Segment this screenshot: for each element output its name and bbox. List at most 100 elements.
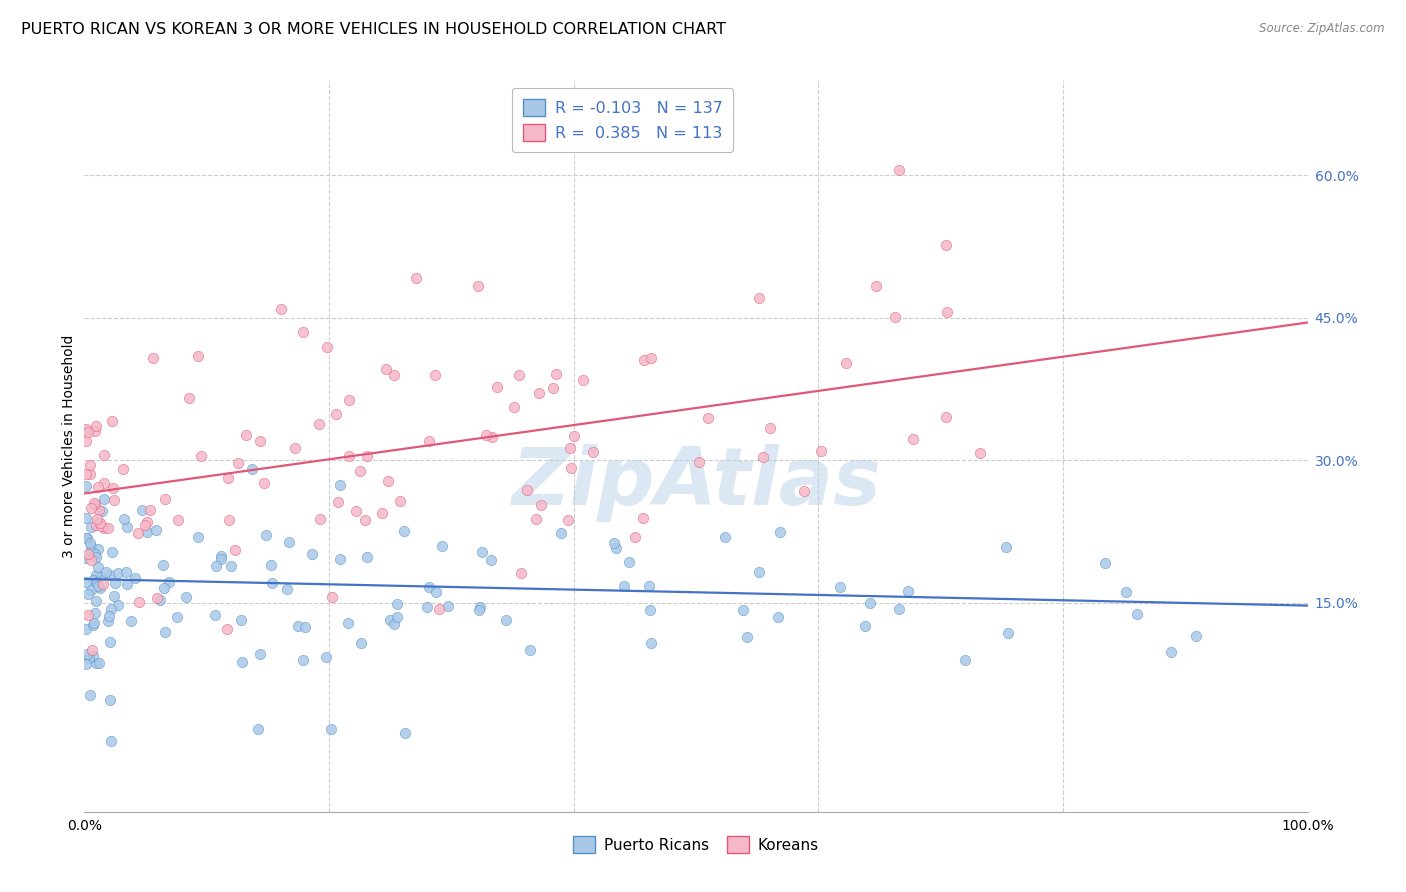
Point (562, 429, 585, 443)
Point (748, 565, 770, 579)
Point (205, 558, 228, 573)
Point (350, 636, 373, 650)
Point (107, 566, 129, 581)
Point (344, 504, 367, 518)
Legend: Puerto Ricans, Koreans: Puerto Ricans, Koreans (567, 830, 825, 859)
Point (337, 449, 360, 463)
Point (75, 531, 97, 545)
Point (83, 497, 105, 511)
Point (90, 504, 112, 518)
Point (714, 530, 737, 544)
Point (321, 590, 343, 604)
Point (166, 609, 188, 624)
Point (98, 634, 121, 648)
Point (249, 434, 271, 448)
Point (309, 512, 332, 526)
Point (75, 434, 97, 448)
Point (76, 531, 98, 545)
Point (697, 410, 720, 425)
Point (260, 558, 283, 572)
Point (602, 536, 624, 550)
Point (82, 648, 104, 663)
Point (86, 512, 108, 526)
Point (177, 392, 200, 406)
Point (79, 467, 101, 481)
Point (80, 520, 103, 534)
Point (219, 558, 242, 573)
Point (884, 310, 907, 324)
Point (90, 519, 112, 533)
Point (77, 651, 100, 665)
Point (101, 481, 124, 495)
Point (375, 361, 398, 376)
Point (98, 568, 121, 582)
Point (935, 409, 957, 424)
Point (427, 602, 450, 616)
Point (329, 552, 352, 566)
Point (425, 368, 447, 383)
Point (377, 474, 399, 488)
Point (98, 692, 121, 706)
Point (613, 579, 636, 593)
Point (337, 392, 360, 407)
Point (301, 547, 323, 561)
Point (135, 515, 157, 529)
Text: Source: ZipAtlas.com: Source: ZipAtlas.com (1260, 22, 1385, 36)
Point (889, 163, 911, 178)
Point (329, 478, 352, 492)
Point (83, 615, 105, 630)
Point (93, 449, 115, 463)
Point (418, 434, 440, 448)
Point (380, 613, 402, 627)
Point (735, 630, 758, 644)
Point (503, 401, 526, 415)
Point (166, 513, 188, 527)
Point (93, 577, 115, 591)
Point (84, 594, 107, 608)
Point (139, 503, 162, 517)
Point (260, 575, 283, 590)
Point (418, 580, 440, 594)
Point (416, 600, 439, 615)
Point (190, 450, 212, 464)
Point (997, 625, 1019, 640)
Point (83, 496, 105, 510)
Text: PUERTO RICAN VS KOREAN 3 OR MORE VEHICLES IN HOUSEHOLD CORRELATION CHART: PUERTO RICAN VS KOREAN 3 OR MORE VEHICLE… (21, 22, 725, 37)
Point (793, 484, 815, 499)
Point (382, 368, 405, 383)
Point (640, 636, 662, 650)
Point (79, 536, 101, 550)
Point (80, 643, 103, 657)
Point (103, 589, 125, 603)
Point (86, 541, 108, 556)
Point (394, 726, 416, 740)
Point (631, 510, 654, 524)
Point (953, 653, 976, 667)
Point (101, 545, 124, 559)
Point (86, 574, 108, 589)
Point (527, 386, 550, 401)
Point (149, 592, 172, 607)
Point (120, 614, 142, 628)
Point (1184, 629, 1206, 643)
Point (84, 568, 107, 582)
Point (79, 688, 101, 702)
Point (76, 647, 98, 661)
Point (810, 443, 832, 458)
Point (187, 349, 209, 363)
Point (294, 620, 316, 634)
Point (153, 492, 176, 507)
Point (425, 585, 447, 599)
Point (270, 301, 292, 316)
Point (235, 427, 257, 442)
Point (560, 461, 582, 475)
Point (557, 513, 579, 527)
Point (385, 610, 408, 624)
Point (98, 609, 121, 624)
Point (509, 566, 531, 580)
Point (468, 603, 491, 617)
Point (638, 603, 661, 617)
Point (733, 603, 755, 617)
Point (519, 643, 541, 657)
Point (112, 462, 135, 476)
